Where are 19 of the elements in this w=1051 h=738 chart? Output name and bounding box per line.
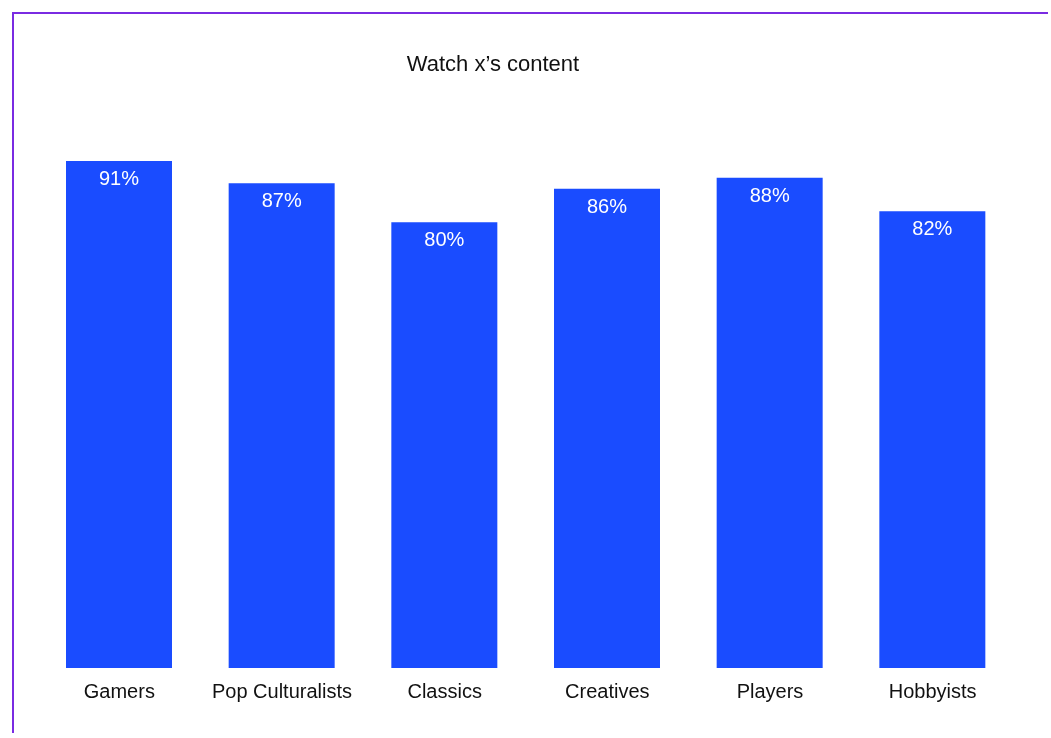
- bar: [391, 222, 498, 668]
- x-tick-label: Classics: [407, 680, 482, 703]
- data-label: 87%: [261, 189, 302, 212]
- x-tick-label: Gamers: [83, 680, 155, 703]
- data-label: 86%: [586, 195, 628, 218]
- x-tick-label: Creatives: [565, 680, 650, 703]
- x-tick-label: Pop Culturalists: [211, 680, 353, 703]
- bar: [716, 177, 823, 668]
- bar: [228, 183, 335, 668]
- chart-title: Watch x’s content: [406, 51, 580, 77]
- data-label: 80%: [424, 228, 465, 251]
- x-tick-label: Hobbyists: [888, 680, 977, 703]
- bar: [554, 188, 660, 668]
- data-label: 88%: [749, 183, 790, 206]
- x-tick-label: Players: [736, 680, 804, 703]
- data-label: 91%: [98, 167, 140, 190]
- data-label: 82%: [912, 217, 953, 240]
- bar: [879, 211, 986, 668]
- bar: [66, 161, 172, 668]
